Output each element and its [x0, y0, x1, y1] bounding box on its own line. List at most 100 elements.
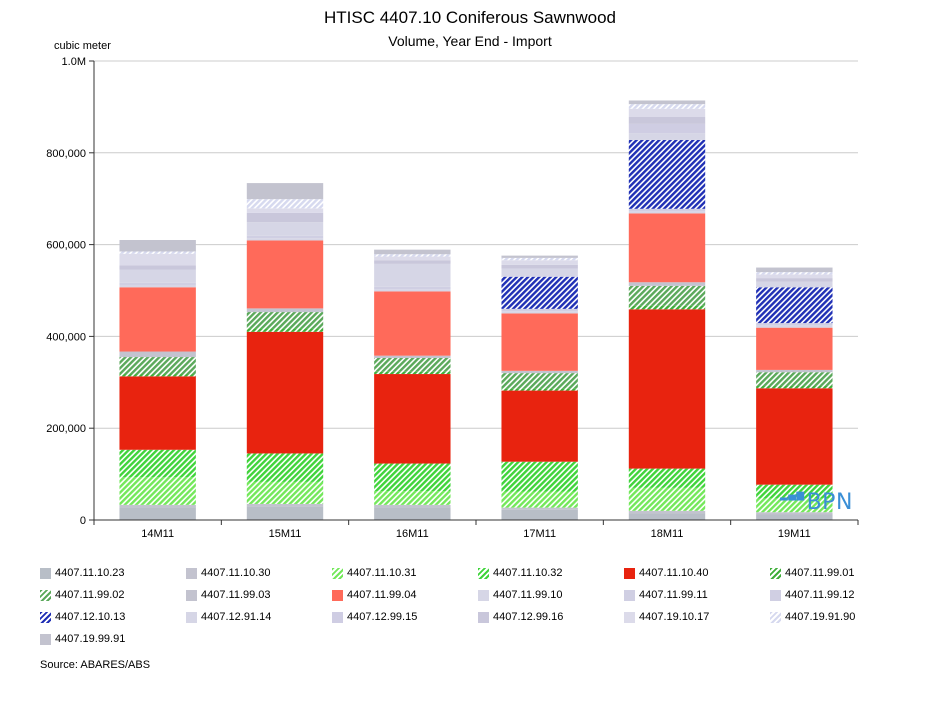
- legend-swatch: [40, 589, 51, 601]
- bar-segment: [501, 388, 578, 391]
- bar-segment: [628, 513, 706, 520]
- bar-segment: [246, 183, 324, 200]
- legend-swatch: [332, 567, 343, 579]
- source-note: Source: ABARES/ABS: [40, 659, 151, 671]
- bar-segment: [628, 510, 706, 514]
- legend-swatch: [770, 611, 781, 623]
- legend-item: 4407.11.10.31: [332, 566, 417, 580]
- legend-swatch: [478, 567, 489, 579]
- bar-segment: [119, 240, 196, 252]
- bar-segment: [374, 286, 451, 290]
- bar-segment: [628, 123, 706, 134]
- bar-segment: [756, 385, 833, 389]
- bar-segment: [374, 507, 451, 520]
- legend-label: 4407.12.99.15: [347, 611, 418, 623]
- bar-segment: [119, 507, 196, 520]
- legend-item: 4407.12.10.13: [40, 610, 125, 624]
- legend-label: 4407.12.10.13: [55, 611, 126, 623]
- legend-label: 4407.11.99.03: [201, 589, 271, 601]
- bar-segment: [119, 376, 196, 450]
- bar-segment: [246, 481, 324, 504]
- legend-swatch: [40, 633, 51, 645]
- bpn-logo-text: BPN: [806, 490, 853, 515]
- bar-segment: [119, 477, 196, 505]
- bar-segment: [756, 388, 833, 485]
- bar-segment: [119, 282, 196, 285]
- legend-swatch: [624, 567, 635, 579]
- bar-segment: [246, 208, 324, 213]
- bar-segment: [501, 313, 578, 371]
- bar-segment: [756, 287, 833, 324]
- legend-label: 4407.11.99.12: [785, 589, 855, 601]
- bar-segment: [756, 498, 833, 513]
- bar-segment: [246, 308, 324, 313]
- chart-subtitle: Volume, Year End - Import: [388, 33, 552, 49]
- bar-segment: [501, 507, 578, 510]
- bar-segment: [374, 289, 451, 292]
- bar-segment: [756, 372, 833, 386]
- legend-swatch: [624, 611, 635, 623]
- x-tick-label: 14M11: [141, 528, 174, 540]
- bar-segment: [119, 284, 196, 288]
- bar-segment: [756, 514, 833, 520]
- legend-swatch: [478, 589, 489, 601]
- legend-swatch: [40, 567, 51, 579]
- legend-item: 4407.11.99.01: [770, 566, 855, 580]
- bar-segment: [374, 504, 451, 508]
- bar-segment: [374, 254, 451, 257]
- legend-swatch: [186, 567, 197, 579]
- bar-stack-16M11: [374, 249, 451, 520]
- bar-segment: [374, 357, 451, 372]
- bar-segment: [246, 238, 324, 241]
- bar-segment: [756, 325, 833, 328]
- bar-segment: [628, 139, 706, 209]
- bar-segment: [501, 260, 578, 265]
- legend-label: 4407.11.10.40: [639, 567, 709, 579]
- bar-segment: [119, 374, 196, 377]
- x-tick-label: 17M11: [523, 528, 556, 540]
- bar-segment: [374, 491, 451, 505]
- legend-swatch: [478, 611, 489, 623]
- bar-segment: [246, 235, 324, 239]
- legend-swatch: [186, 611, 197, 623]
- legend-swatch: [186, 589, 197, 601]
- bar-segment: [246, 240, 324, 309]
- legend-label: 4407.12.91.14: [201, 611, 272, 623]
- bar-segment: [119, 253, 196, 266]
- legend-swatch: [770, 589, 781, 601]
- legend-label: 4407.11.10.31: [347, 567, 417, 579]
- bar-segment: [246, 331, 324, 454]
- bar-segment: [119, 287, 196, 352]
- legend-label: 4407.19.91.90: [785, 611, 856, 623]
- bar-segment: [756, 272, 833, 275]
- bar-segment: [119, 269, 196, 283]
- bar-segment: [501, 461, 578, 492]
- bar-segment: [246, 199, 324, 209]
- legend-item: 4407.11.99.04: [332, 588, 417, 602]
- bar-segment: [756, 281, 833, 288]
- bar-segment: [374, 291, 451, 356]
- legend-label: 4407.19.10.17: [639, 611, 710, 623]
- bar-segment: [628, 305, 706, 310]
- legend-item: 4407.11.10.32: [478, 566, 563, 580]
- bar-segment: [628, 104, 706, 109]
- bar-segment: [246, 453, 324, 482]
- legend-label: 4407.11.99.10: [493, 589, 563, 601]
- bar-segment: [628, 282, 706, 286]
- legend-swatch: [624, 589, 635, 601]
- bar-segment: [628, 133, 706, 140]
- legend-label: 4407.11.99.02: [55, 589, 125, 601]
- bar-segment: [246, 222, 324, 236]
- x-tick-label: 18M11: [651, 528, 684, 540]
- bar-segment: [374, 260, 451, 264]
- bar-segment: [501, 311, 578, 314]
- bar-segment: [628, 213, 706, 283]
- bar-segment: [119, 357, 196, 375]
- bar-segment: [501, 370, 578, 374]
- legend-label: 4407.11.10.23: [55, 567, 125, 579]
- bar-segment: [628, 309, 706, 469]
- bar-segment: [628, 116, 706, 124]
- legend-swatch: [40, 611, 51, 623]
- bar-segment: [374, 263, 451, 287]
- legend-swatch: [332, 589, 343, 601]
